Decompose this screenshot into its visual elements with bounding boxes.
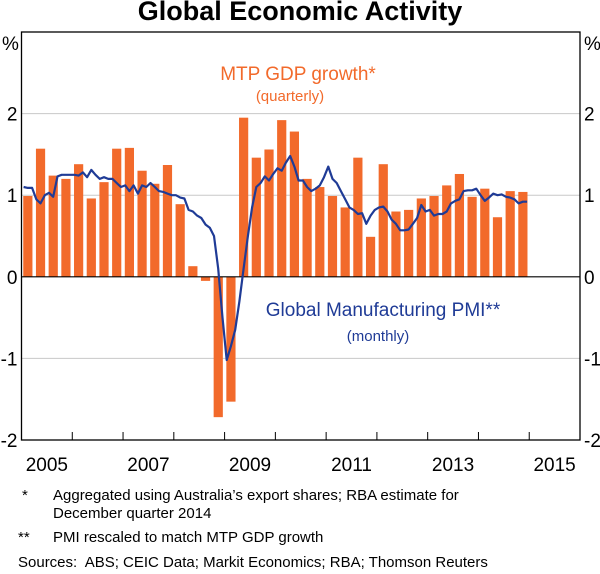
- gdp-bar: [162, 165, 173, 277]
- gdp-bar: [378, 164, 388, 277]
- y-unit-right: %: [584, 34, 600, 55]
- x-tick-label: 2013: [432, 455, 474, 476]
- gdp-bar: [454, 173, 465, 277]
- x-tick-label: 2007: [127, 455, 169, 476]
- y-tick-label-right: 2: [584, 105, 595, 126]
- gdp-bar: [112, 148, 122, 277]
- gdp-bar: [48, 175, 58, 277]
- gdp-bar: [61, 178, 71, 277]
- gdp-bar: [391, 211, 401, 277]
- y-tick-label-left: -1: [1, 349, 18, 370]
- y-tick-label-right: -2: [584, 431, 600, 452]
- gdp-bar: [353, 157, 363, 277]
- footnote-1-mark: *: [22, 487, 28, 504]
- y-tick-label-left: -2: [1, 431, 18, 452]
- gdp-bar: [518, 191, 528, 277]
- chart-title: Global Economic Activity: [137, 0, 463, 26]
- gdp-bar: [492, 217, 503, 277]
- gdp-bar: [327, 196, 338, 277]
- gdp-bar: [137, 170, 147, 277]
- footnote-2-mark: **: [18, 529, 30, 546]
- gdp-bar: [150, 183, 160, 277]
- gdp-series-sublabel: (quarterly): [256, 88, 324, 105]
- y-tick-label-left: 2: [7, 105, 18, 126]
- gdp-bar: [429, 196, 439, 277]
- pmi-line: [23, 154, 528, 362]
- gdp-bar: [404, 209, 414, 277]
- gdp-bar: [200, 276, 211, 281]
- x-tick-label: 2009: [229, 455, 271, 476]
- gdp-bar: [99, 182, 109, 277]
- y-tick-label-left: 1: [7, 186, 18, 207]
- gdp-bar: [239, 117, 249, 277]
- gdp-bar: [277, 120, 287, 277]
- pmi-series-sublabel: (monthly): [347, 328, 410, 345]
- gdp-bar: [302, 178, 312, 277]
- gdp-bar: [74, 164, 84, 277]
- x-tick-label: 2015: [533, 455, 575, 476]
- y-unit-left: %: [2, 34, 19, 55]
- gdp-series-label: MTP GDP growth*: [220, 64, 376, 85]
- gdp-bar: [264, 149, 274, 277]
- gdp-bar: [175, 204, 185, 277]
- gdp-bar: [365, 236, 376, 277]
- gdp-bar: [86, 198, 96, 277]
- gdp-bar: [289, 131, 300, 277]
- footnote-1-text: Aggregated using Australia’s export shar…: [53, 487, 459, 504]
- y-tick-label-left: 0: [7, 268, 18, 289]
- gdp-bar: [505, 191, 515, 277]
- x-tick-label: 2005: [26, 455, 68, 476]
- gdp-bar: [23, 196, 33, 277]
- footnote-1-text-cont: December quarter 2014: [53, 505, 212, 522]
- gdp-bar: [442, 185, 452, 277]
- gdp-bar: [188, 266, 198, 277]
- pmi-series-label: Global Manufacturing PMI**: [266, 300, 501, 321]
- footnote-2-text: PMI rescaled to match MTP GDP growth: [53, 529, 324, 546]
- gdp-bar: [213, 276, 223, 418]
- gdp-bar: [251, 157, 261, 277]
- plot-frame: [20, 31, 581, 441]
- sources: Sources: ABS; CEIC Data; Markit Economic…: [18, 554, 488, 571]
- x-tick-label: 2011: [331, 455, 372, 476]
- gdp-bar: [35, 148, 46, 277]
- y-tick-label-right: 1: [584, 186, 595, 207]
- y-tick-label-right: 0: [584, 268, 595, 289]
- gdp-bar: [340, 207, 350, 277]
- gdp-bar: [226, 276, 236, 402]
- y-tick-label-right: -1: [584, 349, 600, 370]
- gdp-bar: [124, 147, 134, 277]
- gdp-bar: [480, 188, 490, 277]
- gdp-bar: [416, 198, 426, 277]
- gdp-bar: [467, 196, 477, 277]
- gdp-bar: [315, 187, 325, 277]
